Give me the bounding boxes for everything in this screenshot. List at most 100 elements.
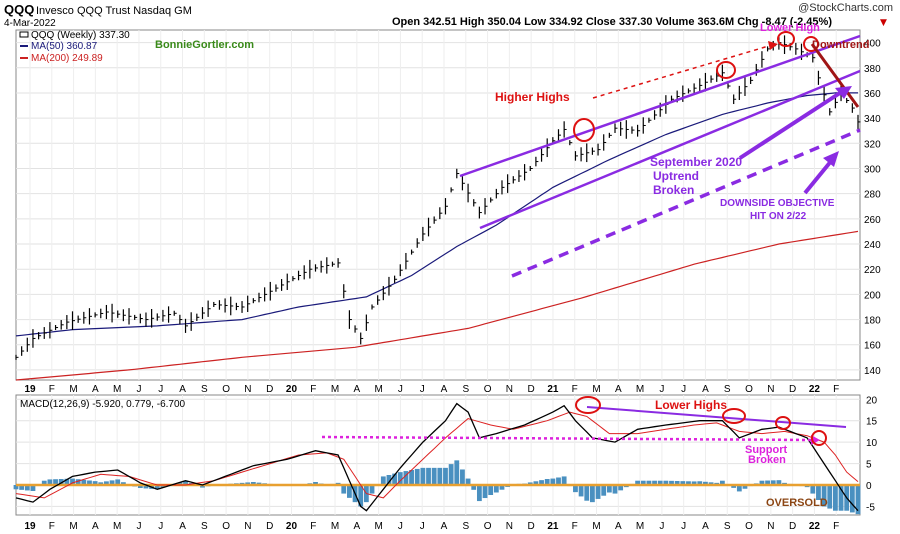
price-y-tick: 180: [864, 316, 881, 327]
dashed-trendline: [511, 128, 861, 278]
macd-x-label: O: [222, 521, 230, 532]
macd-hist-bar: [454, 460, 460, 485]
price-x-label: J: [158, 384, 163, 395]
macd-x-label: A: [615, 521, 622, 532]
macd-hist-bar: [561, 476, 567, 485]
macd-hist-bar: [19, 485, 25, 490]
macd-hist-bar: [640, 480, 646, 485]
price-x-label: M: [113, 384, 121, 395]
price-y-tick: 240: [864, 240, 881, 251]
price-legend: QQQ (Weekly) 337.30 MA(50) 360.87 MA(200…: [19, 30, 130, 64]
price-y-tick: 360: [864, 89, 881, 100]
macd-hist-bar: [646, 480, 652, 485]
price-legend-label: QQQ (Weekly) 337.30: [31, 30, 130, 41]
security-name: Invesco QQQ Trust Nasdaq GM: [36, 5, 192, 17]
macd-hist-bar: [855, 485, 861, 515]
macd-lower-highs-line: [586, 406, 847, 428]
macd-x-label: D: [789, 521, 796, 532]
macd-x-label: A: [179, 521, 186, 532]
macd-hist-bar: [544, 479, 550, 485]
macd-hist-bar: [426, 467, 431, 485]
macd-x-label: M: [113, 521, 121, 532]
macd-x-label: O: [484, 521, 492, 532]
macd-hist-bar: [81, 479, 87, 485]
price-x-label: A: [179, 384, 186, 395]
macd-hist-bar: [708, 482, 714, 485]
channel-upper-line: [459, 34, 861, 178]
date-label: 4-Mar-2022: [4, 18, 56, 29]
macd-hist-bar: [816, 485, 821, 500]
macd-circle-2: [722, 408, 746, 424]
macd-x-label: S: [462, 521, 469, 532]
macd-x-label: 20: [286, 521, 298, 532]
uptrend-broken-line3: Broken: [653, 183, 694, 197]
macd-hist-bar: [663, 480, 669, 485]
uptrend-broken-arrow: [738, 89, 845, 160]
price-y-ticks: 140 160 180 200 220 240 260 280 300 320 340 360 380 4…: [864, 39, 881, 377]
price-x-label: N: [244, 384, 251, 395]
macd-hist-bar: [527, 482, 533, 485]
macd-hist-bar: [380, 476, 386, 485]
macd-hist-bar: [109, 480, 115, 485]
price-legend-swatch: [19, 31, 29, 38]
support-broken-line2: Broken: [748, 454, 786, 466]
uptrend-broken-arrowhead: [835, 86, 852, 99]
price-grid: [16, 30, 860, 380]
macd-x-label: S: [201, 521, 208, 532]
macd-hist-bar: [719, 480, 725, 485]
macd-x-label: J: [398, 521, 403, 532]
price-x-label: M: [636, 384, 644, 395]
downtrend-line: [810, 43, 860, 108]
macd-hist-bar: [827, 485, 833, 509]
macd-hist-bar: [245, 482, 251, 485]
macd-hist-bar: [482, 485, 488, 499]
watermark: @StockCharts.com: [798, 2, 893, 14]
macd-x-label: J: [136, 521, 141, 532]
macd-legend-label: MACD(12,26,9) -5.920, 0.779, -6.700: [20, 399, 186, 410]
macd-hist-bar: [30, 485, 36, 491]
macd-hist-bar: [488, 485, 494, 495]
macd-hist-bar: [493, 485, 499, 493]
macd-x-label: M: [592, 521, 600, 532]
price-y-tick: 160: [864, 341, 881, 352]
macd-hist-bar: [635, 480, 641, 485]
macd-hist-bar: [832, 485, 838, 511]
macd-hist-bar: [601, 485, 607, 496]
macd-hist-bar: [465, 478, 471, 485]
macd-grid: [16, 395, 860, 515]
macd-hist-bar: [41, 480, 47, 485]
price-x-label: 20: [286, 384, 298, 395]
price-x-label: F: [310, 384, 316, 395]
macd-hist-bar: [476, 485, 482, 502]
higher-highs-arrow: [592, 44, 773, 99]
price-panel-frame: [15, 29, 861, 381]
macd-hist-bar: [115, 479, 121, 485]
macd-lines: [15, 402, 859, 512]
macd-hist-bar: [409, 470, 414, 485]
macd-hist-bar: [584, 485, 590, 501]
price-x-label: M: [374, 384, 382, 395]
lower-high-label: Lower High: [760, 22, 820, 34]
macd-hist-bar: [550, 478, 556, 485]
macd-x-label: A: [354, 521, 361, 532]
macd-hist-bar: [765, 480, 770, 485]
high-circle-2: [716, 61, 736, 79]
macd-y-tick: 0: [866, 481, 872, 492]
price-x-label: 19: [24, 384, 36, 395]
macd-x-label: O: [745, 521, 753, 532]
price-x-label: M: [69, 384, 77, 395]
macd-hist-bar: [556, 477, 561, 485]
macd-circle-3: [775, 416, 791, 430]
higher-highs-arrowhead: [768, 41, 778, 50]
macd-hist-bar: [53, 479, 58, 485]
price-x-label: 21: [547, 384, 559, 395]
price-y-tick: 220: [864, 265, 881, 276]
annotation-shapes: [459, 31, 861, 278]
high-circle-1: [573, 118, 595, 142]
price-x-label: A: [615, 384, 622, 395]
macd-hist-bar: [736, 485, 742, 492]
downtrend-label: Downtrend: [812, 39, 869, 51]
macd-hist-bar: [776, 480, 782, 485]
macd-x-label: M: [636, 521, 644, 532]
macd-hist-bar: [578, 485, 584, 497]
